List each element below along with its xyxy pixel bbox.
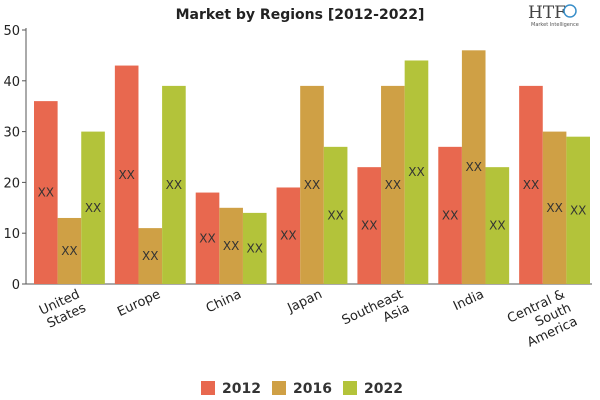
bar — [276, 187, 301, 284]
bar — [219, 207, 243, 284]
data-label: XX — [442, 208, 458, 222]
y-tick-label: 50 — [3, 24, 20, 39]
x-tick-label-text: India — [451, 287, 486, 314]
logo-globe-icon — [563, 4, 577, 18]
logo-tagline: Market Intelligence — [531, 22, 579, 28]
bar — [438, 146, 462, 284]
bar — [381, 85, 405, 284]
bar — [138, 228, 163, 284]
bar — [542, 131, 567, 284]
x-tick-label: SoutheastAsia — [340, 287, 412, 342]
bar — [162, 85, 186, 284]
data-label: XX — [408, 165, 424, 179]
bar — [195, 192, 220, 284]
data-label: XX — [38, 186, 54, 200]
legend-swatch — [272, 381, 286, 395]
x-tick-label-text: China — [204, 287, 244, 316]
legend-item: 2022 — [343, 381, 403, 397]
data-label: XX — [385, 178, 401, 192]
bar — [34, 101, 58, 285]
y-tick-label: 30 — [3, 126, 20, 141]
bars — [34, 50, 590, 285]
legend: 2012 2016 2022 — [201, 381, 403, 397]
data-label: XX — [327, 208, 343, 222]
logo-brand-text: HTF — [528, 3, 566, 23]
bar — [323, 146, 348, 284]
x-tick-label-line: Europe — [115, 287, 163, 320]
x-tick-label-text: UnitedStates — [37, 287, 89, 332]
y-tick-label: 10 — [3, 227, 20, 242]
bar — [519, 85, 543, 284]
data-label: XX — [523, 178, 539, 192]
data-label: XX — [85, 201, 101, 215]
bar — [461, 50, 486, 284]
bar — [566, 136, 590, 284]
data-label: XX — [280, 229, 296, 243]
y-tick-label: 0 — [12, 278, 20, 293]
data-label: XX — [465, 160, 481, 174]
bar — [300, 85, 324, 284]
x-tick-label-line: Japan — [285, 287, 325, 316]
legend-label: 2022 — [364, 381, 403, 397]
x-tick-label: China — [204, 287, 244, 316]
data-label: XX — [199, 231, 215, 245]
legend-swatch — [343, 381, 357, 395]
data-label: XX — [247, 241, 263, 255]
x-tick-label-text: Central &SouthAmerica — [505, 287, 580, 354]
bar — [81, 131, 105, 284]
data-label: XX — [304, 178, 320, 192]
x-tick-label-text: Japan — [285, 287, 325, 316]
x-tick-label: Central &SouthAmerica — [505, 287, 580, 354]
x-tick-label: Europe — [115, 287, 163, 320]
data-label: XX — [118, 168, 134, 182]
legend-item: 2012 — [201, 381, 261, 397]
data-label: XX — [61, 244, 77, 258]
bar — [357, 167, 382, 284]
bar — [242, 212, 267, 284]
x-tick-label-line: India — [451, 287, 486, 314]
data-label: XX — [142, 249, 158, 263]
x-tick-label-text: SoutheastAsia — [340, 287, 412, 342]
chart-title: Market by Regions [2012-2022] — [176, 7, 425, 23]
data-label: XX — [223, 239, 239, 253]
category-labels: UnitedStates Europe China Japan SoutheastAsi… — [37, 287, 580, 354]
bar — [404, 60, 429, 285]
legend-item: 2016 — [272, 381, 332, 397]
htf-logo: HTF Market Intelligence — [528, 3, 579, 28]
bar — [57, 217, 82, 284]
x-tick-label: India — [451, 287, 486, 314]
y-tick-label: 20 — [3, 176, 20, 191]
legend-label: 2012 — [222, 381, 261, 397]
data-label: XX — [361, 219, 377, 233]
data-label: XX — [489, 219, 505, 233]
x-tick-label-line: China — [204, 287, 244, 316]
bar — [114, 65, 139, 284]
x-tick-label-text: Europe — [115, 287, 163, 320]
data-label: XX — [570, 203, 586, 217]
legend-label: 2016 — [293, 381, 332, 397]
legend-swatch — [201, 381, 215, 395]
x-tick-label: Japan — [285, 287, 325, 316]
x-tick-label: UnitedStates — [37, 287, 89, 332]
data-label: XX — [166, 178, 182, 192]
bar — [485, 167, 510, 284]
data-labels: XX XX XX XX XX XX XX XX XX XX XX XX XX XX XX XX XX XX XX XX… — [38, 160, 587, 263]
data-label: XX — [546, 201, 562, 215]
y-tick-label: 40 — [3, 75, 20, 90]
